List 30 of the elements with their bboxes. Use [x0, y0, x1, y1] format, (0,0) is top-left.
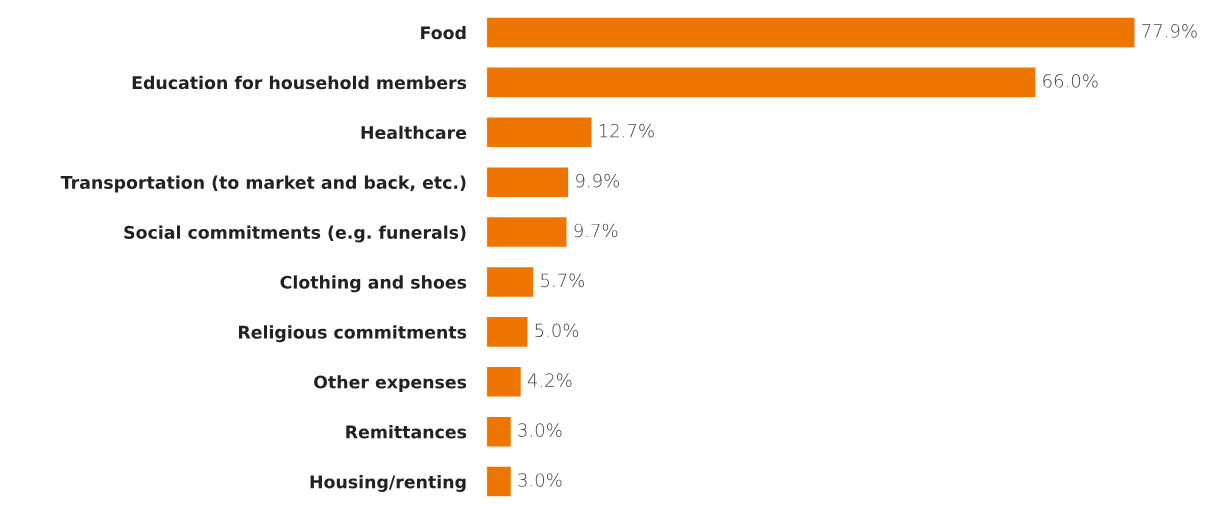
y-tick-label: Housing/renting [310, 474, 466, 492]
bar [486, 465, 513, 498]
data-label: 9.7% [574, 223, 618, 238]
bar [486, 116, 593, 149]
data-label: 5.0% [535, 323, 579, 338]
bar [486, 66, 1037, 99]
y-tick-label: Education for household members [132, 75, 467, 90]
data-label: 66.0% [1043, 73, 1098, 88]
bar [486, 166, 570, 199]
data-label: 9.9% [576, 173, 619, 188]
bar [486, 215, 568, 249]
y-tick-label: Other expenses [314, 375, 467, 392]
data-label: 3.0% [518, 423, 562, 437]
bar [486, 16, 1136, 49]
bar [486, 415, 513, 448]
data-label: 12.7% [599, 123, 654, 138]
data-label: 77.9% [1142, 24, 1197, 38]
data-label: 3.0% [518, 473, 562, 487]
y-tick-label: Transportation (to market and back, etc.) [60, 175, 466, 193]
y-tick-label: Healthcare [361, 125, 467, 140]
y-tick-label: Clothing and shoes [280, 275, 467, 293]
bar [486, 365, 523, 398]
y-tick-label: Food [421, 25, 466, 40]
bar [486, 315, 529, 349]
bar [486, 265, 535, 299]
y-tick-label: Social commitments (e.g. funerals) [124, 225, 466, 243]
y-tick-label: Remittances [346, 425, 467, 439]
data-label: 4.2% [527, 373, 572, 387]
data-label: 5.7% [541, 273, 584, 288]
y-tick-label: Religious commitments [238, 325, 467, 343]
